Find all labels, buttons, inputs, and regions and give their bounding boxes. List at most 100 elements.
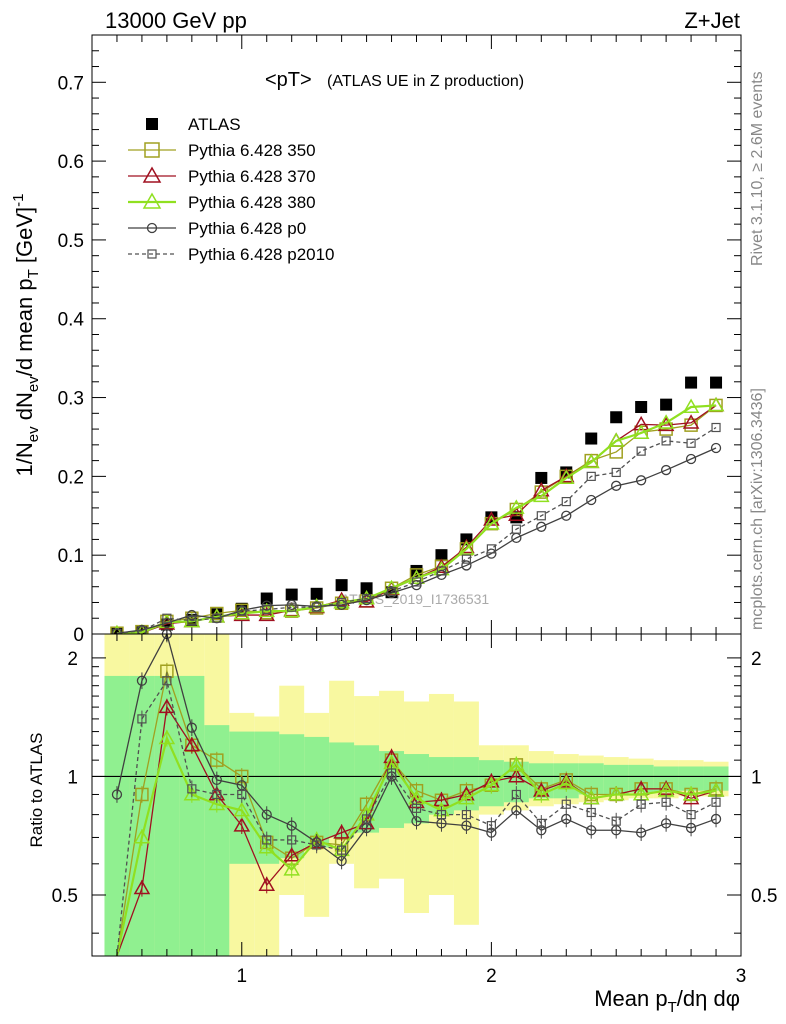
ratio-data-point [508,767,525,783]
ratio-data-point [458,789,475,805]
ratio-data-point [511,805,522,816]
ratio-data-point [685,822,697,834]
ratio-y-tick-label-left: 1 [67,767,78,788]
legend-entry: Pythia 6.428 p0 [128,219,306,238]
main-data-point [682,414,700,429]
legend-entry: Pythia 6.428 p2010 [128,245,335,264]
main-data-point [337,597,347,608]
main-series-4 [111,442,722,639]
main-data-point [435,549,448,562]
main-data-point [335,579,348,592]
ratio-y-axis-label: Ratio to ATLAS [27,733,46,848]
main-data-point [310,587,323,600]
main-data-point [711,422,721,433]
legend: ATLAS Pythia 6.428 350 Pythia 6.428 370 Pyt… [128,115,335,264]
legend-label: Pythia 6.428 370 [188,167,316,186]
ratio-data-point [283,861,300,876]
main-y-tick-label: 0.7 [58,73,84,94]
ratio-data-point [211,774,222,786]
ratio-data-point [682,789,700,805]
ratio-data-point [636,827,647,838]
main-y-tick-label: 0.6 [58,152,84,173]
main-data-point [636,475,647,486]
main-data-point [508,499,525,514]
ratio-y-tick-label-right: 0.5 [751,886,777,907]
ratio-data-point [686,810,696,820]
main-data-point [436,566,447,576]
main-data-point [611,467,621,478]
ratio-data-point [158,698,176,714]
ratio-data-point [511,789,521,800]
main-data-point [533,487,550,503]
legend-marker [142,166,162,183]
main-data-point [461,560,472,571]
main-data-point [258,606,276,622]
mcplots-label: mcplots.cern.ch [arXiv:1306.3436] [749,388,766,630]
ratio-data-point [158,729,176,745]
ratio-y-tick-label-right: 1 [751,767,762,788]
legend-entry: ATLAS [146,115,241,134]
ratio-data-point [561,799,571,809]
main-data-point [661,436,671,446]
main-data-point [486,544,496,554]
main-data-point [686,438,696,448]
main-data-point [582,453,600,469]
ratio-data-point [436,810,447,820]
main-data-point [685,376,698,389]
main-data-point [483,515,500,530]
ratio-data-point [461,810,472,820]
legend-marker [146,222,158,234]
legend-marker [147,249,157,259]
ratio-series-4 [116,672,721,957]
ratio-data-point [561,813,572,825]
legend-entry: Pythia 6.428 350 [128,141,316,160]
main-data-point [162,613,172,623]
main-data-point [285,588,298,601]
main-data-point [585,432,598,445]
ratio-data-point [137,714,147,724]
ratio-axes: 0.5 0.5 1 1 2 2 1 2 3 [52,633,777,987]
ratio-series [92,628,741,957]
main-title: <pT> (ATLAS UE in Z production) [265,69,524,91]
main-series-5 [112,422,721,638]
main-data-point [386,586,397,597]
ratio-data-point [261,809,272,820]
ratio-band-inner [104,675,130,956]
ratio-data-point [607,785,625,801]
ratio-data-point [411,803,422,813]
ratio-data-point [533,785,550,801]
main-y-tick-label: 0 [73,625,84,646]
header-right: Z+Jet [684,8,740,33]
x-tick-label: 3 [736,966,747,987]
main-data-point [361,593,372,604]
ratio-data-point [133,828,151,844]
main-data-point [508,506,525,521]
ratio-data-point [586,807,596,818]
main-data-point [186,609,197,621]
main-data-point [710,376,723,389]
ratio-data-point [136,675,148,686]
main-series-line [116,447,717,634]
legend-label: Pythia 6.428 350 [188,141,316,160]
main-data-point [535,471,548,484]
ratio-data-point [682,785,700,801]
ratio-data-point [312,840,322,850]
main-data-point [461,554,472,564]
ratio-data-point [212,789,222,800]
main-y-tick-label: 0.3 [58,389,84,410]
legend-marker [144,142,160,158]
main-data-point [707,396,725,412]
ratio-data-point [661,797,671,807]
main-data-point [557,469,575,484]
ratio-band-inner [304,736,330,848]
main-axes: 0 0.1 0.2 0.3 0.4 0.5 0.6 0.7 [58,34,742,646]
ratio-data-point [186,722,197,733]
main-data-point [536,511,546,521]
main-data-point [660,398,673,411]
legend-entry: Pythia 6.428 370 [128,166,316,186]
main-data-point [610,411,623,424]
main-data-point [312,602,322,612]
ratio-y-tick-label-left: 2 [67,649,78,670]
ratio-data-point [557,774,575,790]
